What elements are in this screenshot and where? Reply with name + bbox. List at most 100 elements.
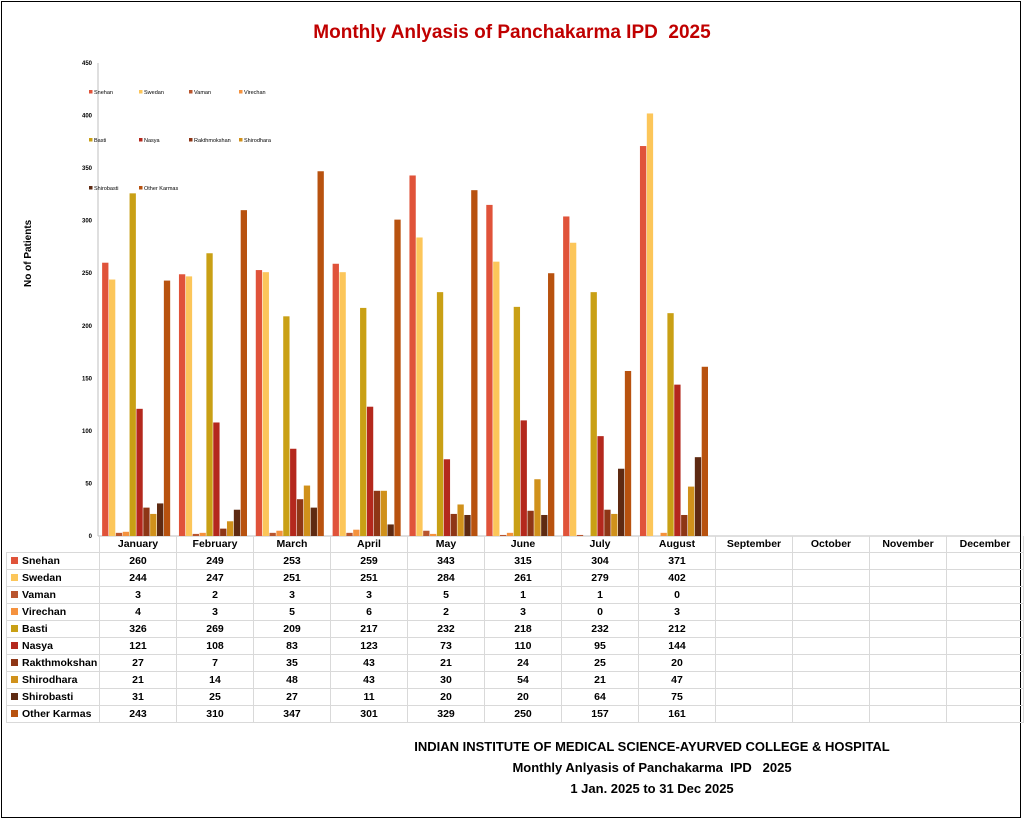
y-tick-label: 250 (82, 271, 93, 277)
data-label (869, 654, 947, 672)
data-label: 20 (407, 688, 485, 706)
data-label: 326 (99, 620, 177, 638)
legend-entry: Snehan (94, 90, 113, 96)
data-label: 3 (253, 586, 331, 604)
legend-entry: Other Karmas (144, 186, 178, 192)
bar-nasya-august (674, 384, 681, 536)
bar-virechan-may (430, 533, 437, 536)
bar-shirobasti-april (387, 524, 394, 536)
data-label: 30 (407, 671, 485, 689)
bar-snehan-february (178, 274, 186, 536)
x-tick-label: April (330, 536, 408, 553)
data-label: 315 (484, 552, 562, 570)
series-key-swatch (11, 659, 18, 666)
series-key-swatch (11, 642, 18, 649)
data-label (792, 654, 870, 672)
data-label: 232 (407, 620, 485, 638)
data-label: 251 (253, 569, 331, 587)
bar-basti-march (283, 316, 290, 536)
data-label: 259 (330, 552, 408, 570)
bar-other-karmas-may (471, 190, 478, 536)
bar-snehan-january (102, 262, 109, 536)
bar-basti-april (360, 307, 367, 536)
data-label: 310 (176, 705, 254, 723)
bar-virechan-august (660, 532, 667, 536)
table-row: Shirobasti 31 25 27 11 20 20 64 75 (6, 688, 1024, 706)
data-label: 121 (99, 637, 177, 655)
bar-rakthmokshan-march (296, 499, 304, 536)
series-label: Shirodhara (6, 671, 100, 689)
series-key-swatch (11, 676, 18, 683)
data-label: 3 (176, 603, 254, 621)
bar-other-karmas-january (163, 280, 171, 536)
bar-nasya-january (136, 408, 143, 536)
data-label: 0 (561, 603, 639, 621)
table-row: Basti 326 269 209 217 232 218 232 212 (6, 620, 1024, 638)
data-label (792, 586, 870, 604)
data-label (715, 654, 793, 672)
data-label: 144 (638, 637, 716, 655)
bar-other-karmas-june (548, 273, 555, 536)
data-label: 243 (99, 705, 177, 723)
data-label: 25 (176, 688, 254, 706)
legend-swatch (139, 186, 143, 190)
series-key-swatch (11, 710, 18, 717)
bar-shirodhara-july (611, 513, 618, 536)
data-label: 260 (99, 552, 177, 570)
legend-entry: Nasya (144, 138, 161, 144)
x-tick-label: July (561, 536, 639, 553)
footer-institute: INDIAN INSTITUTE OF MEDICAL SCIENCE-AYUR… (414, 739, 890, 754)
data-label (869, 671, 947, 689)
y-tick-label: 400 (82, 114, 93, 120)
series-key-swatch (11, 608, 18, 615)
data-label: 21 (407, 654, 485, 672)
data-label: 347 (253, 705, 331, 723)
data-label (946, 671, 1024, 689)
bar-vaman-march (269, 532, 276, 536)
data-label (869, 637, 947, 655)
bar-other-karmas-august (701, 366, 708, 536)
bar-snehan-august (639, 146, 647, 537)
data-label: 0 (638, 586, 716, 604)
data-label (715, 637, 793, 655)
bar-rakthmokshan-january (143, 507, 150, 536)
data-label: 4 (99, 603, 177, 621)
data-table: January February March April May June July Augu… (6, 536, 1024, 723)
bar-other-karmas-july (624, 370, 632, 536)
data-label: 218 (484, 620, 562, 638)
data-label (715, 552, 793, 570)
data-label (946, 620, 1024, 638)
series-key-swatch (11, 591, 18, 598)
bar-rakthmokshan-july (604, 509, 611, 536)
bar-nasya-february (213, 422, 220, 536)
table-row: Shirodhara 21 14 48 43 30 54 21 47 (6, 671, 1024, 689)
data-label: 47 (638, 671, 716, 689)
data-label (715, 586, 793, 604)
data-label: 247 (176, 569, 254, 587)
bar-rakthmokshan-august (681, 514, 688, 536)
data-label (792, 620, 870, 638)
data-label: 244 (99, 569, 177, 587)
bar-shirobasti-january (157, 503, 164, 536)
bar-swedan-april (339, 272, 346, 536)
bar-basti-august (667, 313, 674, 536)
x-tick-label: September (715, 536, 793, 553)
legend-entry: Swedan (144, 90, 164, 96)
data-label: 75 (638, 688, 716, 706)
data-label (715, 705, 793, 723)
legend-swatch (239, 90, 243, 94)
data-label (869, 688, 947, 706)
series-label: Vaman (6, 586, 100, 604)
data-label: 3 (99, 586, 177, 604)
bar-vaman-april (346, 532, 353, 536)
bar-rakthmokshan-may (450, 513, 457, 536)
bar-swedan-february (185, 276, 193, 536)
bar-nasya-may (443, 459, 451, 536)
data-label (715, 603, 793, 621)
data-label: 3 (638, 603, 716, 621)
series-key-swatch (11, 625, 18, 632)
bar-virechan-june (506, 532, 514, 536)
data-label: 20 (484, 688, 562, 706)
bar-basti-july (590, 292, 597, 536)
